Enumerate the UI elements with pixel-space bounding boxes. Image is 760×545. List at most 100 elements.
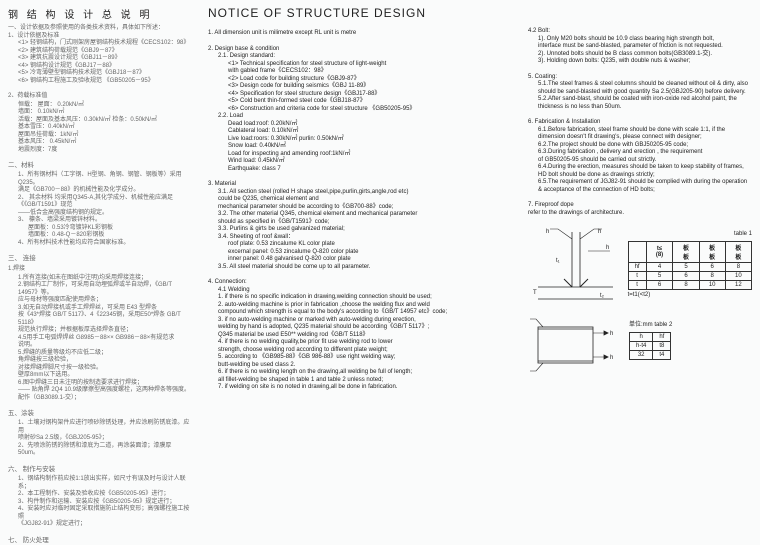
mat-line: 3、 檩条、墙梁采用镀锌材料。 bbox=[18, 217, 192, 225]
svg-text:t₁: t₁ bbox=[556, 258, 560, 264]
svg-text:h: h bbox=[598, 229, 601, 235]
fab-line: dimension doesn't fit drawing's, please … bbox=[538, 134, 752, 142]
conn-line: 说明。 bbox=[18, 342, 192, 350]
mat-line: 1、所有钢材料（工字钢、H型钢、角钢、钢管、钢板等）采用Q235。 bbox=[18, 172, 192, 187]
left-sec-connection: 三、 连接 1.焊接 1.所有连接(如未在图纸中注明)均采用焊接连接； 2.钢结… bbox=[8, 255, 192, 402]
code-line: <5> Cold bent thin-formed steel code《GBJ… bbox=[228, 98, 512, 106]
fab-line: 《JGJ82-91》规定进行； bbox=[18, 521, 192, 529]
code-line: <3> 建筑抗震设计规范《GBJ11－89》 bbox=[18, 55, 192, 63]
conn-line: 2.钢结构工厂制作，可采用自动埋弧焊或半自动焊，《GB/T 14957》等。 bbox=[18, 282, 192, 297]
s2-title: 2. Design base & condition bbox=[208, 46, 512, 54]
code-line: <4> 钢结构设计规范《GBJ17－88》 bbox=[18, 63, 192, 71]
load-line: 恒载： 屋面： 0.20kN/㎡ bbox=[18, 102, 192, 110]
mat-line: 3.5. All steel material should be come u… bbox=[218, 264, 512, 272]
conn-line: —— 贴角焊 2Q4 10.9级摩擦型高强度螺栓，这两种焊条等强度。 bbox=[18, 387, 192, 395]
table-row: t 6 8 10 12 bbox=[628, 281, 751, 290]
mat-line: 2、 其余材料 均采用Q345-A,其化学成分、机械性能应满足《《GB/T159… bbox=[18, 195, 192, 210]
s5-title: 5. Coating: bbox=[528, 74, 752, 82]
conn-line: 4.5用手工电弧焊焊丝 G8985－88×× GB986－88×有规范求 bbox=[18, 335, 192, 343]
coat-line: 1、土壤对钢构架件应进行喷砂除锈处理，并应涂刷防锈底漆。应用 bbox=[18, 420, 192, 435]
conn-line: 配作（GB3089.1-交）； bbox=[18, 395, 192, 403]
left-sec-loads: 2、荷载标准值 恒载： 屋面： 0.20kN/㎡ 墙面： 0.10kN/㎡ 活载… bbox=[8, 93, 192, 154]
load-line: Snow load: 0.40kN/㎡ bbox=[228, 143, 512, 151]
s3-title: 二、材料 bbox=[8, 162, 192, 170]
svg-text:h: h bbox=[610, 355, 613, 361]
left-sec-material: 二、材料 1、所有钢材料（工字钢、H型钢、角钢、钢管、钢板等）采用Q235。 满… bbox=[8, 162, 192, 247]
load-line: 基本风压： 0.45kN/㎡ bbox=[18, 139, 192, 147]
table1-title: table 1 bbox=[628, 231, 752, 237]
weld-line: butt-welding be used class 2. bbox=[218, 362, 512, 370]
fab-line: of GB50205-95 should be carried out stri… bbox=[538, 157, 752, 165]
weld-line: 4. if there is no welding quality,be pri… bbox=[218, 339, 512, 347]
title-cn: 钢 结 构 设 计 总 说 明 bbox=[8, 6, 192, 21]
load-line: Cablateral load: 0.10kN/㎡ bbox=[228, 128, 512, 136]
code-line: <6> Construction and criteria code for s… bbox=[228, 106, 512, 114]
mat-line: 3.4. Sheeting of roof &wall： bbox=[218, 234, 512, 242]
s6-title: 六、 制作与安装 bbox=[8, 466, 192, 474]
bolt-line: interface must be sand-blasted, paramete… bbox=[538, 43, 752, 51]
weld-line: Q345 material be used E50** welding rod《… bbox=[218, 332, 512, 340]
fab-line: 6.3.During fabrication , delivery and er… bbox=[538, 149, 752, 157]
left-sec-fire: 七、 防火处理 bbox=[8, 537, 192, 545]
table1-caption: t=t1(<t2) bbox=[628, 292, 752, 298]
svg-text:h: h bbox=[610, 331, 613, 337]
s6-title: 6. Fabrication & Installation bbox=[528, 119, 752, 127]
column-mid-english: NOTICE OF STRUCTURE DESIGN 1. All dimens… bbox=[200, 0, 520, 531]
th: 板 板 bbox=[699, 242, 725, 263]
mat-line: 屋面板：0.53冷弯镀锌KL彩钢板 bbox=[28, 225, 192, 233]
title-en: NOTICE OF STRUCTURE DESIGN bbox=[208, 6, 512, 20]
fab-line: 1、钢结构制作前应按1:1放出实样，如尺寸有误及时与设计人联系； bbox=[18, 476, 192, 491]
bolt-line: 3). Holding down bolts: Q235, with doubl… bbox=[538, 58, 752, 66]
mat-line: roof plate: 0.53 zincalume KL color plat… bbox=[228, 241, 512, 249]
th: t≤ (8) bbox=[646, 242, 673, 263]
weld-line: 2. auto-welding machine is prior in fabr… bbox=[218, 302, 512, 310]
mat-line: excernal panel: 0.53 zincalume Q-820 col… bbox=[228, 249, 512, 257]
s4-sub: 4.1 Welding bbox=[218, 287, 512, 295]
code-line: <4> Specification for steel structure de… bbox=[228, 91, 512, 99]
code-line: <6> 钢结构工程施工及验收规范 《GB50205－95》 bbox=[18, 78, 192, 86]
weld-line: compound which strength is equal to the … bbox=[218, 309, 512, 317]
conn-line: 规范执行焊接；并根据板厚选择焊条直径； bbox=[18, 327, 192, 335]
mat-line: 4、所有材料技术性能均应符合国家标准。 bbox=[18, 240, 192, 248]
bolt-line: 1). Only M20 bolts should be 10.9 class … bbox=[538, 36, 752, 44]
load-line: Load for inspecting and amending roof:1k… bbox=[228, 151, 512, 159]
column-right: 4.2 Bolt: 1). Only M20 bolts should be 1… bbox=[520, 0, 760, 531]
table-row: h hf bbox=[630, 333, 671, 342]
mid-sec-2: 2. Design base & condition 2.1. Design s… bbox=[208, 46, 512, 174]
mat-line: should as specified in《GB/T1591》code; bbox=[218, 219, 512, 227]
table-row: 32 t4 bbox=[630, 351, 671, 360]
load-line: 基本雪压：0.40kN/㎡ bbox=[18, 124, 192, 132]
code-line: <5> 冷弯薄壁型钢结构技术规范《GBJ18－87》 bbox=[18, 70, 192, 78]
conn-line: 角焊缝按三级检验， bbox=[18, 357, 192, 365]
column-left-chinese: 钢 结 构 设 计 总 说 明 一、设计依据及参照使用的各类技术资料，具体如下所… bbox=[0, 0, 200, 531]
table-row: h-t4 t8 bbox=[630, 342, 671, 351]
fab-line: HD bolt should be done as drawings stric… bbox=[538, 172, 752, 180]
load-line: 地震烈度：7度 bbox=[18, 147, 192, 155]
th: 板 板 bbox=[673, 242, 699, 263]
fab-line: 3、构件制作和运输、安装应按《GB50205-95》规定进行； bbox=[18, 499, 192, 507]
weld-line: 5. according to 《GB985-88》《GB 986-88》use… bbox=[218, 354, 512, 362]
coat-line: 5.2.After sand-blast, should be coated w… bbox=[538, 96, 752, 104]
mat-line: mechanical parameter should be according… bbox=[218, 204, 512, 212]
mat-line: ——低合金高强度结构钢的规定。 bbox=[18, 210, 192, 218]
s7-line: refer to the drawings of architecture. bbox=[528, 210, 752, 218]
mat-line: 墙面板：0.48-Q－820彩钢板 bbox=[28, 232, 192, 240]
s4-sub: 1.焊接 bbox=[8, 266, 192, 274]
fab-line: 6.2.The project should be done with GBJ5… bbox=[538, 142, 752, 150]
bolt-line: 2). Unnoted bolts should be B class comm… bbox=[538, 51, 752, 59]
weld-line: 6. if there is no welding length on the … bbox=[218, 369, 512, 377]
right-sec-fab: 6. Fabrication & Installation 6.1.Before… bbox=[528, 119, 752, 194]
conn-line: 按《43*焊接 GB/T 5117》、4《22345钢，采用E50*焊条 GB/… bbox=[18, 312, 192, 327]
fab-line: 4、安装时应对临时固定采取措施防止结构变形；高强螺栓施工按照 bbox=[18, 506, 192, 521]
s1: 1. All dimension unit is milimetre excep… bbox=[208, 30, 512, 38]
mat-line: inner panel: 0.48 galvanised Q-820 color… bbox=[228, 256, 512, 264]
fab-line: 6.1.Before fabrication, steel frame shou… bbox=[538, 127, 752, 135]
fab-line: 2、本工程制作、安装及验收应按《GB50205-95》进行； bbox=[18, 491, 192, 499]
weld-line: all fillet-welding be shaped in table 1 … bbox=[218, 377, 512, 385]
mat-line: 满足《GB700－88》的机械性能及化学成分。 bbox=[18, 187, 192, 195]
tee-joint-icon: t₁ h h h T t₂ bbox=[528, 227, 622, 305]
mid-sec-1: 1. All dimension unit is milimetre excep… bbox=[208, 30, 512, 38]
table-row: hf 4 5 6 8 bbox=[628, 263, 751, 272]
weld-line: welding by hand is adopted, Q235 materia… bbox=[218, 324, 512, 332]
s7-title: 七、 防火处理 bbox=[8, 537, 192, 545]
